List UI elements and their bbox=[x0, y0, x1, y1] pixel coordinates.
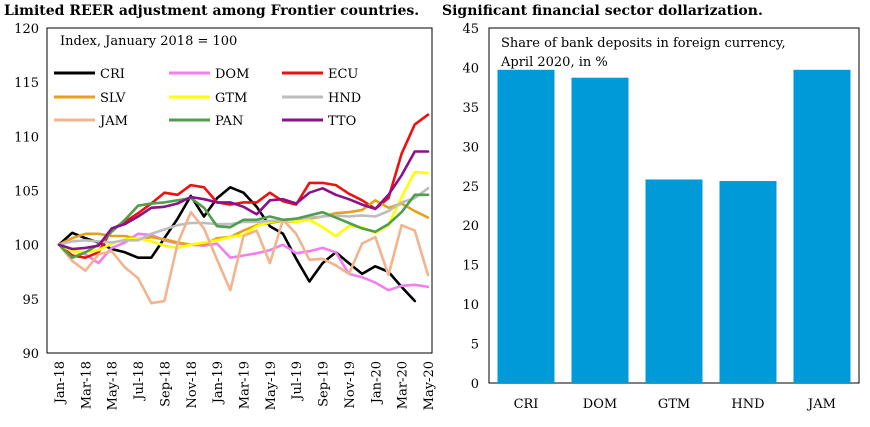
chart-annotation: Share of bank deposits in foreign curren… bbox=[501, 36, 786, 51]
y-tick-label: 45 bbox=[462, 22, 479, 37]
x-tick-label: Jan-20 bbox=[369, 361, 384, 405]
legend-label-pan: PAN bbox=[215, 114, 243, 129]
y-tick-label: 20 bbox=[462, 219, 479, 234]
series-line-cri bbox=[57, 186, 417, 303]
legend-label-cri: CRI bbox=[100, 67, 125, 82]
x-tick-label: Jul-18 bbox=[132, 361, 147, 402]
y-tick-label: 100 bbox=[14, 239, 39, 254]
y-tick-label: 120 bbox=[14, 22, 39, 37]
legend-label-hnd: HND bbox=[328, 91, 361, 106]
y-tick-label: 115 bbox=[14, 76, 39, 91]
x-tick-label: Jul-19 bbox=[290, 361, 305, 402]
x-tick-label: Mar-19 bbox=[238, 361, 253, 409]
legend-label-dom: DOM bbox=[215, 67, 249, 82]
y-tick-label: 10 bbox=[462, 298, 479, 313]
right-chart-title: Significant financial sector dollarizati… bbox=[442, 3, 763, 19]
y-tick-label: 110 bbox=[14, 130, 39, 145]
x-tick-label: Nov-19 bbox=[343, 361, 358, 408]
reer-line-chart: 90 95 100 105 110 115 120 Jan-18 Mar-18 May-18 Jul… bbox=[14, 22, 437, 410]
bar-jam bbox=[793, 69, 851, 384]
x-tick-label: Jan-18 bbox=[53, 361, 68, 405]
series-line-tto bbox=[57, 150, 430, 251]
x-category-label: DOM bbox=[583, 397, 617, 412]
legend-label-ecu: ECU bbox=[328, 67, 358, 82]
bar-dom bbox=[571, 77, 629, 383]
x-category-label: CRI bbox=[514, 397, 539, 412]
bar-cri bbox=[497, 69, 555, 384]
x-tick-label: Mar-18 bbox=[79, 361, 94, 409]
legend-label-tto: TTO bbox=[328, 114, 356, 129]
x-tick-label: May-19 bbox=[264, 361, 279, 410]
x-tick-label: Sep-18 bbox=[158, 361, 173, 407]
bar-gtm bbox=[645, 179, 703, 383]
y-tick-label: 105 bbox=[14, 185, 39, 200]
series-line-jam bbox=[57, 210, 430, 305]
chart-annotation: Index, January 2018 = 100 bbox=[60, 34, 237, 49]
series-line-pan bbox=[57, 193, 430, 259]
series-line-dom bbox=[57, 232, 430, 292]
x-tick-label: Mar-20 bbox=[396, 361, 411, 409]
y-tick-label: 40 bbox=[462, 61, 479, 76]
bar-hnd bbox=[719, 181, 777, 383]
x-tick-label: Nov-18 bbox=[185, 361, 200, 408]
y-tick-label: 0 bbox=[471, 377, 479, 392]
y-tick-label: 90 bbox=[22, 347, 39, 362]
y-tick-label: 95 bbox=[22, 293, 39, 308]
legend-label-slv: SLV bbox=[100, 91, 126, 106]
legend-label-gtm: GTM bbox=[215, 91, 247, 106]
chart-annotation: April 2020, in % bbox=[500, 55, 608, 70]
y-tick-label: 35 bbox=[462, 101, 479, 116]
x-tick-label: Jan-19 bbox=[211, 361, 226, 405]
y-tick-label: 5 bbox=[471, 338, 479, 353]
x-tick-label: Sep-19 bbox=[317, 361, 332, 407]
x-tick-label: May-18 bbox=[106, 361, 121, 410]
dollarization-bar-chart: 0 5 10 15 20 25 30 35 40 45 CRI DOM GTM HND JAM Share o… bbox=[462, 22, 860, 412]
y-tick-label: 25 bbox=[462, 180, 479, 195]
legend-label-jam: JAM bbox=[98, 114, 128, 129]
y-tick-label: 30 bbox=[462, 140, 479, 155]
y-tick-label: 15 bbox=[462, 259, 479, 274]
x-category-label: JAM bbox=[806, 397, 836, 412]
x-category-label: HND bbox=[731, 397, 764, 412]
series-line-hnd bbox=[57, 187, 430, 246]
x-tick-label: May-20 bbox=[422, 361, 437, 410]
left-chart-title: Limited REER adjustment among Frontier c… bbox=[4, 3, 420, 19]
x-category-label: GTM bbox=[658, 397, 690, 412]
